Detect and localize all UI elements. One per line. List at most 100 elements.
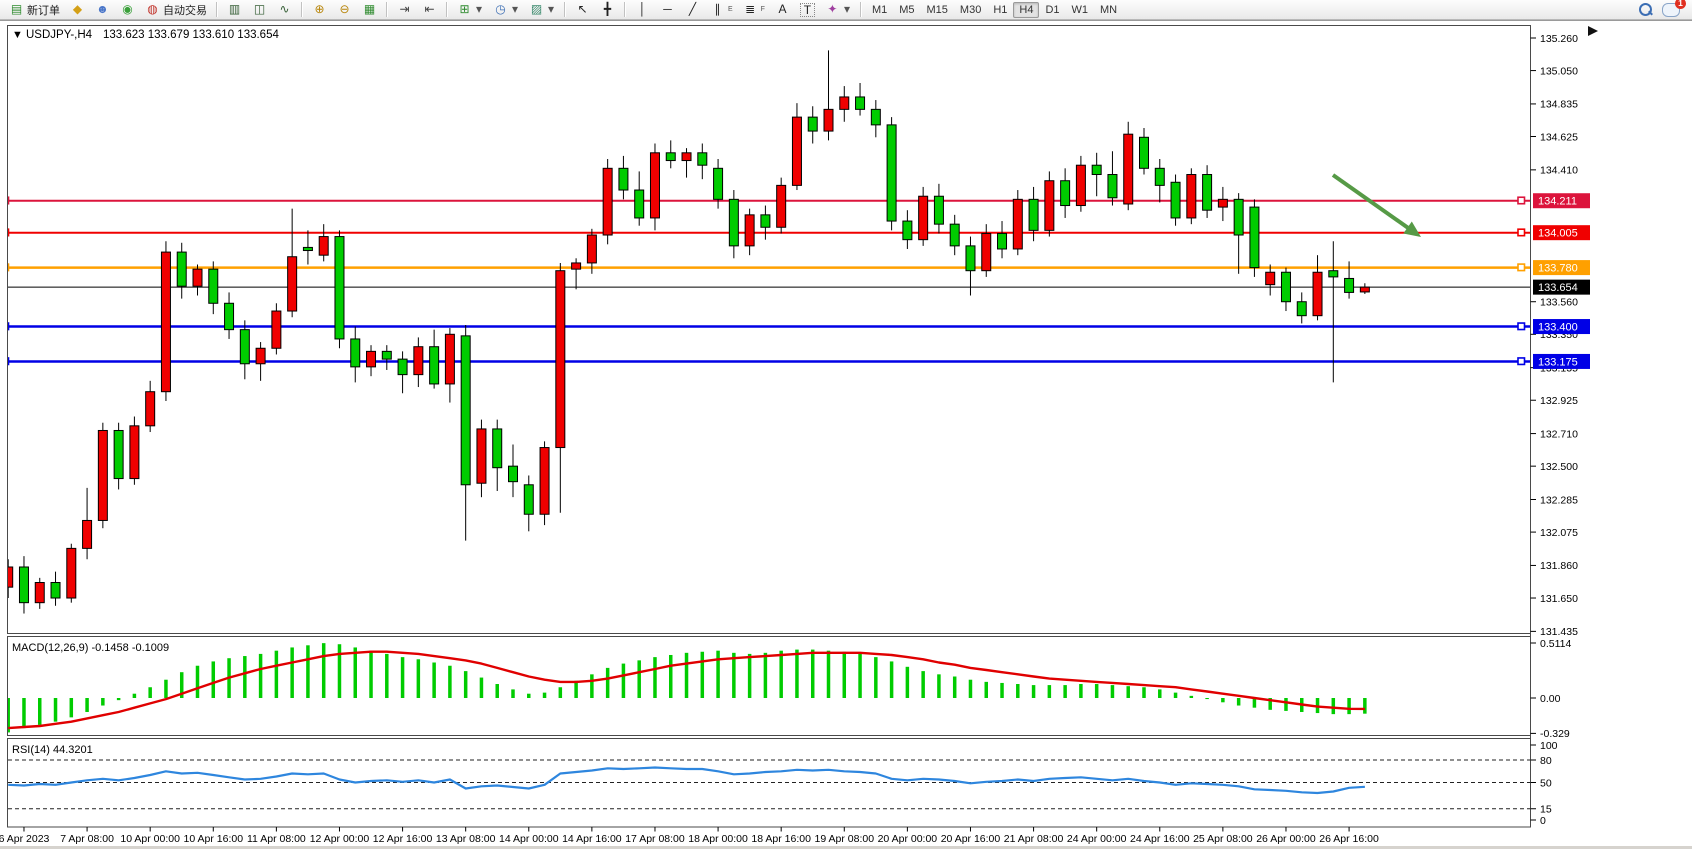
channel-subscript: E bbox=[728, 6, 733, 13]
bar-chart-button[interactable]: ▥ bbox=[222, 0, 247, 20]
price-tick: 134.410 bbox=[1540, 165, 1578, 177]
tf-d1[interactable]: D1 bbox=[1045, 3, 1060, 16]
price-tick: 132.710 bbox=[1540, 428, 1578, 440]
arrow-annotation[interactable] bbox=[1331, 173, 1421, 237]
tile-windows-button[interactable]: ▦ bbox=[357, 0, 382, 20]
tf-h1[interactable]: H1 bbox=[993, 3, 1008, 16]
search-icon[interactable] bbox=[1639, 3, 1652, 16]
candle-body bbox=[1154, 167, 1165, 186]
price-tick: 132.285 bbox=[1540, 494, 1578, 506]
fibonacci-tool-button[interactable]: ≣ F bbox=[738, 0, 770, 20]
crosshair-button[interactable]: ╋ bbox=[595, 0, 620, 20]
profile-icon: ☻ bbox=[96, 2, 109, 16]
new-order-button[interactable]: ▤ 新订单 bbox=[4, 0, 65, 20]
chevron-down-icon: ▾ bbox=[511, 2, 519, 16]
macd-scale-tick: -0.329 bbox=[1540, 728, 1570, 740]
main-pane-border bbox=[7, 25, 1531, 634]
rsi-scale-tick: 50 bbox=[1540, 777, 1552, 789]
tf-w1[interactable]: W1 bbox=[1071, 3, 1089, 16]
tf-h4[interactable]: H4 bbox=[1013, 1, 1040, 18]
tf-m15[interactable]: M15 bbox=[926, 3, 948, 16]
chevron-down-icon: ▾ bbox=[475, 2, 483, 16]
text-tool-button[interactable]: A bbox=[770, 0, 795, 20]
candle-body bbox=[66, 547, 77, 599]
candlestick-chart-button[interactable]: ◫ bbox=[247, 0, 272, 20]
candle-body bbox=[981, 232, 992, 272]
tf-m5[interactable]: M5 bbox=[899, 3, 915, 16]
hline-134.211[interactable] bbox=[2, 196, 1530, 205]
time-label: 26 Apr 00:00 bbox=[1256, 833, 1316, 845]
cursor-button[interactable]: ↖ bbox=[570, 0, 595, 20]
time-label: 19 Apr 08:00 bbox=[814, 833, 874, 845]
hline-handle bbox=[1517, 357, 1526, 366]
vline-tool-button[interactable]: │ bbox=[630, 0, 655, 20]
candle-body bbox=[1312, 271, 1323, 317]
time-label: 14 Apr 00:00 bbox=[499, 833, 559, 845]
hline-134.005[interactable] bbox=[2, 228, 1530, 237]
candle-body bbox=[1249, 206, 1260, 269]
time-label: 10 Apr 00:00 bbox=[120, 833, 180, 845]
signals-button[interactable]: ◉ bbox=[115, 0, 140, 20]
candle-body bbox=[1202, 174, 1213, 211]
candlestick-icon: ◫ bbox=[253, 2, 266, 16]
symbol-dropdown-icon[interactable]: ▼ bbox=[12, 29, 23, 41]
candle-body bbox=[413, 346, 424, 376]
candle-body bbox=[823, 108, 834, 132]
zoom-in-button[interactable]: ⊕ bbox=[307, 0, 332, 20]
trendline-tool-button[interactable]: ╱ bbox=[680, 0, 705, 20]
line-chart-button[interactable]: ∿ bbox=[272, 0, 297, 20]
deposit-button[interactable]: ◆ bbox=[65, 0, 90, 20]
auto-scroll-button[interactable]: ⇥ bbox=[392, 0, 417, 20]
price-tick: 134.625 bbox=[1540, 131, 1578, 143]
shapes-tool-button[interactable]: ✦ ▾ bbox=[820, 0, 856, 20]
new-order-icon: ▤ bbox=[10, 2, 23, 16]
tf-m30[interactable]: M30 bbox=[959, 3, 982, 16]
svg-text:134.005: 134.005 bbox=[1538, 228, 1578, 240]
chat-icon[interactable]: 1 bbox=[1662, 0, 1686, 17]
main-pane[interactable] bbox=[2, 50, 1530, 614]
chart-canvas[interactable]: 135.260 135.050 134.835 134.625 134.410 133.5… bbox=[0, 21, 1692, 847]
candle-body bbox=[618, 167, 629, 191]
candle-body bbox=[791, 116, 802, 186]
text-label-tool-button[interactable]: T bbox=[795, 0, 820, 20]
candle-body bbox=[271, 310, 282, 349]
candle-body bbox=[760, 214, 771, 228]
candle-body bbox=[949, 223, 960, 247]
hline-133.780[interactable] bbox=[2, 263, 1530, 272]
autotrading-icon: ◍ bbox=[147, 2, 158, 16]
text-icon: A bbox=[778, 2, 787, 16]
candle-body bbox=[839, 96, 850, 110]
candle-body bbox=[1217, 198, 1228, 208]
channel-tool-button[interactable]: ∥ E bbox=[705, 0, 738, 20]
hline-tool-button[interactable]: ─ bbox=[655, 0, 680, 20]
price-scale[interactable]: 135.260 135.050 134.835 134.625 134.410 133.5… bbox=[1530, 33, 1591, 827]
indicators-button[interactable]: ⊞ ▾ bbox=[452, 0, 488, 20]
templates-button[interactable]: ▨ ▾ bbox=[524, 0, 560, 20]
profile-button[interactable]: ☻ bbox=[90, 0, 115, 20]
macd-pane[interactable] bbox=[8, 643, 1367, 733]
candle-body bbox=[1028, 198, 1039, 231]
cursor-icon: ↖ bbox=[577, 2, 588, 16]
scroll-to-end-icon[interactable] bbox=[1588, 26, 1598, 36]
chart-shift-button[interactable]: ⇤ bbox=[417, 0, 442, 20]
candles bbox=[8, 50, 1370, 614]
zoom-out-button[interactable]: ⊖ bbox=[332, 0, 357, 20]
candle-body bbox=[649, 152, 660, 219]
periods-button[interactable]: ◷ ▾ bbox=[488, 0, 524, 20]
candle-body bbox=[1139, 136, 1149, 169]
tf-m1[interactable]: M1 bbox=[871, 3, 888, 16]
autotrading-button[interactable]: ◍ 自动交易 bbox=[140, 0, 212, 20]
candle-body bbox=[1091, 164, 1102, 176]
rsi-scale-tick: 100 bbox=[1540, 740, 1558, 752]
tf-mn[interactable]: MN bbox=[1100, 3, 1118, 16]
time-axis[interactable]: 6 Apr 2023 7 Apr 08:00 10 Apr 00:00 10 Apr … bbox=[0, 827, 1379, 845]
hline-133.400[interactable] bbox=[2, 322, 1530, 331]
rsi-pane[interactable] bbox=[8, 759, 1530, 810]
candle-body bbox=[1328, 270, 1339, 278]
candle-body bbox=[397, 358, 408, 376]
crosshair-icon: ╋ bbox=[603, 2, 612, 16]
separator bbox=[564, 2, 566, 17]
trendline-icon: ╱ bbox=[688, 2, 697, 16]
zoom-out-icon: ⊖ bbox=[339, 2, 350, 16]
